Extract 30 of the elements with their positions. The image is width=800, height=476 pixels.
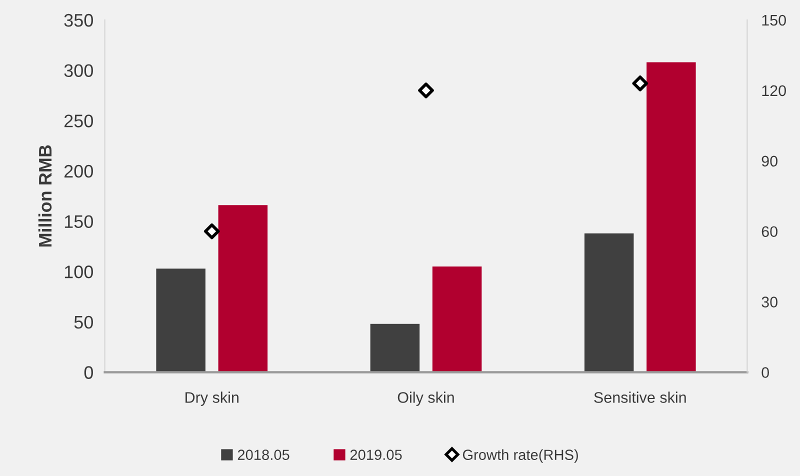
bar [156, 268, 206, 372]
x-tick-label: Dry skin [186, 392, 238, 406]
point [204, 223, 220, 240]
bar [370, 324, 420, 372]
y-tick-label: 100 [64, 266, 93, 278]
point [632, 76, 648, 92]
bar [584, 233, 634, 372]
legend-label: 2019.05 [350, 450, 402, 460]
bar [218, 205, 268, 372]
y-tick-label: 300 [64, 64, 93, 78]
bar [432, 266, 482, 372]
y-tick-label: 250 [64, 114, 93, 128]
y2-tick-label: 150 [762, 14, 786, 26]
bar [646, 62, 696, 372]
x-tick-label: Sensitive skin [594, 392, 686, 403]
y2-tick-label: 120 [762, 85, 786, 96]
point [418, 82, 434, 98]
y-tick-label: 0 [84, 366, 93, 379]
x-tick-label: Oily skin [398, 392, 454, 406]
y-axis-title: Million RMB [38, 145, 52, 247]
y-tick-label: 350 [64, 14, 93, 27]
legend-label: Growth rate(RHS) [462, 449, 578, 463]
y2-tick-label: 60 [762, 226, 778, 238]
y-tick-label: 200 [64, 164, 93, 178]
legend-label: 2018.05 [238, 450, 290, 460]
y2-tick-label: 90 [762, 156, 778, 167]
y2-tick-label: 30 [762, 296, 778, 308]
y-tick-label: 150 [64, 215, 93, 228]
y2-tick-label: 0 [762, 367, 769, 378]
y-tick-label: 50 [74, 316, 93, 329]
